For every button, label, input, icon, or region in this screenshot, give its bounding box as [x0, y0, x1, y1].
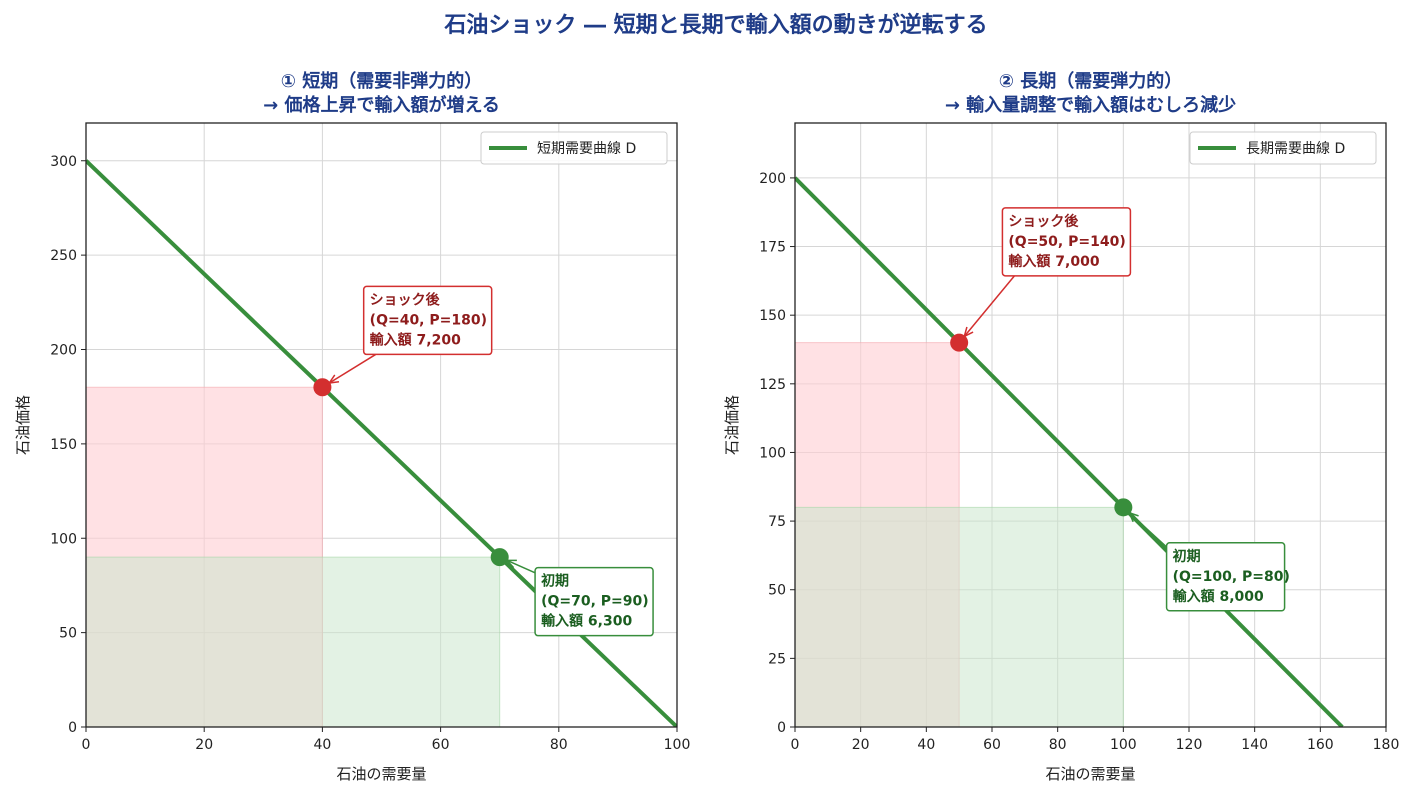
annotation-line1: 初期	[1173, 548, 1201, 565]
y-tick-label: 175	[759, 240, 786, 256]
panel-title-line2: → 価格上昇で輸入額が増える	[263, 94, 500, 116]
panel-title-line1: ① 短期（需要非弾力的）	[281, 70, 483, 92]
x-axis-label: 石油の需要量	[336, 765, 426, 783]
y-tick-label: 100	[50, 531, 77, 547]
x-tick-label: 100	[1110, 737, 1137, 753]
import-value-area-before	[86, 556, 501, 727]
plot-area	[795, 176, 1344, 727]
annotation-line3: 輸入額 6,300	[541, 613, 632, 630]
import-value-area-before	[795, 506, 1124, 727]
annotation-line1: 初期	[541, 573, 569, 590]
initial-point	[1114, 498, 1133, 517]
panel-long-run: ② 長期（需要弾力的）→ 輸入量調整で輸入額はむしろ減少 0 20 40 60 80 100…	[723, 70, 1399, 783]
y-tick-label: 200	[759, 171, 786, 187]
annotation-arrow	[328, 353, 377, 384]
legend-box	[480, 131, 668, 165]
y-tick-label: 150	[759, 308, 786, 324]
annotation-box	[362, 285, 493, 356]
annotation-line1: ショック後	[370, 291, 441, 308]
x-tick-label: 80	[1049, 737, 1067, 753]
annotation-box	[1165, 542, 1286, 612]
y-tick-label: 75	[768, 514, 786, 530]
x-tick-label: 20	[195, 737, 213, 753]
after-shock-point	[313, 378, 332, 397]
panel-title-line2: → 輸入量調整で輸入額はむしろ減少	[945, 94, 1236, 116]
x-tick-label: 0	[82, 737, 91, 753]
annotation-line2: (Q=70, P=90)	[541, 594, 649, 610]
x-tick-label: 120	[1176, 737, 1203, 753]
legend-label: 長期需要曲線 D	[1246, 141, 1345, 157]
annotation-line2: (Q=100, P=80)	[1173, 569, 1290, 585]
panel-title-line1: ② 長期（需要弾力的）	[999, 70, 1183, 92]
y-tick-label: 125	[759, 377, 786, 393]
y-axis-label: 石油価格	[14, 395, 32, 455]
annotation-box	[534, 566, 654, 637]
legend-label: 短期需要曲線 D	[537, 141, 636, 157]
x-tick-label: 60	[432, 737, 450, 753]
x-tick-label: 180	[1373, 737, 1400, 753]
y-tick-label: 50	[768, 583, 786, 599]
x-axis-label: 石油の需要量	[1045, 765, 1135, 783]
x-tick-label: 60	[983, 737, 1001, 753]
annotation-box	[1001, 207, 1132, 277]
annotation-arrow	[1128, 512, 1170, 550]
legend-box	[1189, 131, 1377, 165]
y-tick-label: 300	[50, 154, 77, 170]
annotation-line3: 輸入額 7,000	[1008, 253, 1099, 270]
figure-title: 石油ショック ― 短期と長期で輸入額の動きが逆転する	[443, 12, 987, 38]
annotation-line3: 輸入額 7,200	[370, 331, 461, 348]
plot-area	[86, 159, 677, 727]
after-shock-point	[950, 333, 969, 352]
x-tick-label: 100	[664, 737, 691, 753]
axes-frame	[794, 122, 1387, 728]
annotation-line2: (Q=40, P=180)	[370, 312, 487, 328]
y-axis-label: 石油価格	[723, 395, 741, 455]
initial-point	[490, 548, 509, 567]
y-tick-label: 150	[50, 437, 77, 453]
y-tick-label: 0	[777, 720, 786, 736]
y-tick-label: 25	[768, 651, 786, 667]
y-tick-label: 200	[50, 343, 77, 359]
x-tick-label: 40	[917, 737, 935, 753]
y-tick-label: 50	[59, 626, 77, 642]
x-tick-label: 20	[852, 737, 870, 753]
y-tick-label: 250	[50, 248, 77, 264]
demand-curve-line	[795, 176, 1344, 727]
y-tick-label: 0	[68, 720, 77, 736]
x-tick-label: 80	[550, 737, 568, 753]
y-tick-label: 100	[759, 445, 786, 461]
x-tick-label: 140	[1241, 737, 1268, 753]
panel-short-run: ① 短期（需要非弾力的）→ 価格上昇で輸入額が増える 0 20 40 60 80 100 0 5…	[14, 70, 690, 783]
annotation-line2: (Q=50, P=140)	[1008, 234, 1125, 250]
annotation-arrow	[963, 275, 1015, 337]
annotation-line3: 輸入額 8,000	[1173, 588, 1264, 605]
x-tick-label: 0	[791, 737, 800, 753]
annotation-line1: ショック後	[1008, 213, 1079, 230]
x-tick-label: 40	[313, 737, 331, 753]
x-tick-label: 160	[1307, 737, 1334, 753]
annotation-arrow	[506, 559, 538, 575]
annotation-arrowhead	[327, 374, 340, 385]
axes-frame	[85, 122, 678, 728]
